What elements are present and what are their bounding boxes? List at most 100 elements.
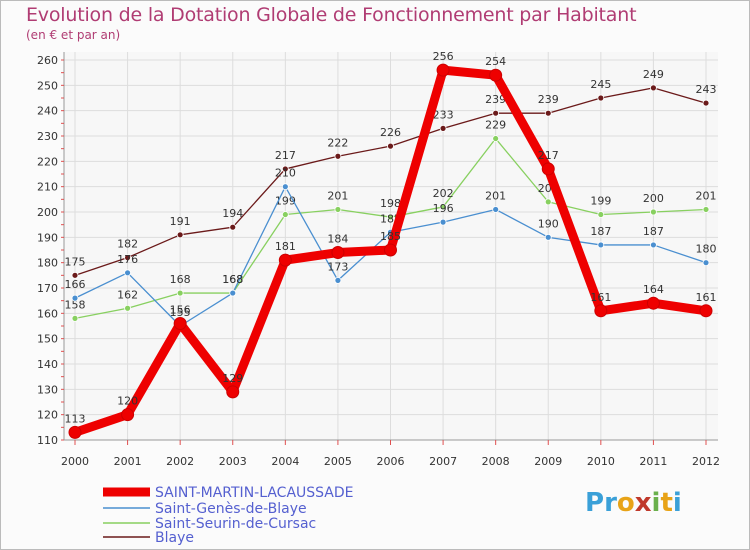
data-point: [278, 253, 292, 267]
y-tick-label: 110: [37, 434, 58, 447]
y-tick-label: 190: [37, 231, 58, 244]
logo-letter: x: [634, 488, 652, 518]
data-label: 217: [275, 149, 296, 162]
data-point: [334, 152, 342, 160]
data-label: 181: [275, 240, 296, 253]
chart-title: Evolution de la Dotation Globale de Fonc…: [26, 4, 637, 26]
data-point: [702, 99, 710, 107]
data-point: [439, 203, 447, 211]
data-point: [173, 316, 187, 330]
x-tick-label: 2012: [692, 455, 720, 468]
logo-letter: t: [660, 488, 673, 518]
data-point: [702, 206, 710, 213]
data-point: [492, 206, 500, 213]
data-point: [436, 63, 450, 77]
data-point: [650, 84, 657, 92]
logo-letter: r: [604, 488, 617, 518]
data-point: [387, 142, 394, 150]
data-label: 182: [117, 238, 138, 251]
data-label: 161: [590, 291, 611, 304]
data-label: 256: [433, 50, 454, 63]
data-point: [541, 162, 555, 176]
x-tick-label: 2010: [587, 455, 615, 468]
x-tick-label: 2000: [61, 455, 89, 468]
data-point: [68, 425, 82, 439]
data-label: 199: [590, 195, 611, 208]
y-tick-label: 180: [37, 257, 58, 270]
data-point: [124, 254, 131, 262]
x-tick-label: 2002: [166, 455, 194, 468]
data-label: 243: [696, 83, 717, 96]
data-label: 176: [117, 253, 138, 266]
data-point: [597, 241, 605, 249]
data-point: [387, 213, 394, 221]
data-point: [699, 304, 713, 318]
x-tick-label: 2001: [114, 455, 142, 468]
data-point: [492, 135, 500, 142]
data-point: [71, 294, 79, 302]
y-tick-label: 260: [37, 54, 58, 67]
data-label: 158: [65, 298, 86, 311]
data-label: 164: [643, 283, 664, 296]
data-label: 249: [643, 68, 664, 81]
data-label: 245: [590, 78, 611, 91]
legend-label: Saint-Seurin-de-Cursac: [155, 516, 316, 532]
data-label: 202: [433, 187, 454, 200]
x-tick-label: 2004: [271, 455, 299, 468]
data-point: [646, 296, 660, 310]
data-label: 168: [170, 273, 191, 286]
data-label: 166: [65, 278, 86, 291]
data-label: 254: [485, 55, 506, 68]
data-label: 201: [696, 189, 717, 202]
y-tick-label: 200: [37, 206, 58, 219]
y-tick-label: 160: [37, 307, 58, 320]
data-label: 222: [327, 136, 348, 149]
data-label: 184: [327, 233, 348, 246]
data-point: [489, 68, 503, 82]
legend-label: Saint-Genès-de-Blaye: [155, 501, 307, 517]
x-tick-label: 2006: [377, 455, 405, 468]
data-label: 191: [170, 215, 191, 228]
data-label: 129: [222, 372, 243, 385]
x-tick-label: 2008: [482, 455, 510, 468]
y-tick-label: 240: [37, 105, 58, 118]
data-point: [384, 243, 397, 257]
data-label: 198: [380, 197, 401, 210]
data-point: [176, 231, 184, 239]
y-tick-label: 130: [37, 383, 58, 396]
legend-label: SAINT-MARTIN-LACAUSSADE: [155, 485, 354, 501]
data-point: [544, 233, 552, 241]
data-point: [650, 208, 657, 216]
data-label: 187: [643, 225, 664, 238]
data-point: [439, 218, 447, 226]
data-label: 226: [380, 126, 401, 139]
data-point: [124, 304, 131, 312]
data-point: [597, 211, 605, 218]
data-label: 239: [485, 93, 506, 106]
logo-letter: o: [616, 488, 635, 518]
data-point: [281, 165, 289, 173]
proxiti-logo: Proxiti: [585, 488, 682, 518]
data-label: 229: [485, 119, 506, 132]
data-label: 113: [65, 412, 86, 425]
data-label: 190: [538, 217, 559, 230]
data-label: 194: [222, 207, 243, 220]
data-label: 162: [117, 288, 138, 301]
data-point: [229, 223, 237, 231]
data-point: [121, 408, 135, 422]
data-label: 155: [170, 306, 191, 319]
y-tick-label: 120: [37, 409, 58, 422]
data-point: [597, 94, 605, 102]
data-point: [226, 385, 240, 399]
data-point: [439, 124, 447, 132]
data-label: 239: [538, 93, 559, 106]
x-tick-label: 2007: [429, 455, 457, 468]
data-point: [176, 289, 184, 297]
data-point: [71, 314, 79, 322]
data-label: 185: [380, 230, 401, 243]
data-point: [334, 276, 342, 284]
data-point: [650, 241, 657, 249]
data-label: 161: [696, 291, 717, 304]
x-tick-label: 2009: [534, 455, 562, 468]
data-label: 201: [485, 189, 506, 202]
